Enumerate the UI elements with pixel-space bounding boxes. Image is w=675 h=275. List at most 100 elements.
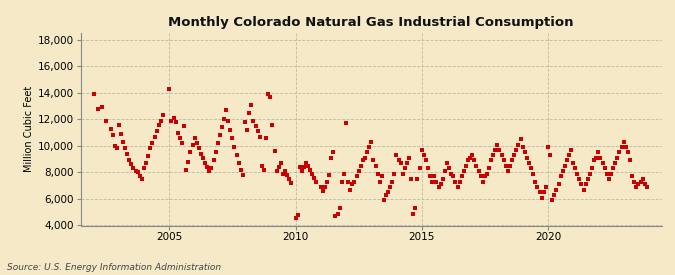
Point [309, 175, 320, 180]
Point [387, 180, 398, 184]
Point [433, 185, 444, 189]
Point [236, 167, 246, 172]
Point [68, 82, 78, 87]
Point [589, 158, 599, 163]
Point [404, 156, 414, 160]
Point [414, 166, 425, 170]
Point [389, 172, 400, 176]
Point [242, 128, 252, 132]
Point [599, 166, 610, 170]
Point [418, 153, 429, 157]
Point [526, 166, 537, 170]
Point [113, 122, 124, 127]
Point [208, 158, 219, 163]
Point [608, 166, 618, 170]
Point [566, 148, 576, 152]
Point [194, 146, 205, 151]
Point [486, 158, 497, 163]
Point [635, 180, 646, 184]
Point [492, 142, 503, 147]
Point [381, 193, 392, 197]
Point [603, 177, 614, 181]
Point [560, 164, 570, 168]
Text: Source: U.S. Energy Information Administration: Source: U.S. Energy Information Administ… [7, 263, 221, 272]
Point [505, 164, 516, 168]
Point [465, 156, 476, 160]
Point [126, 162, 137, 167]
Point [292, 213, 303, 217]
Point [583, 177, 593, 181]
Point [284, 177, 294, 181]
Point [439, 169, 450, 173]
Point [368, 158, 379, 163]
Point [191, 141, 202, 145]
Point [564, 153, 574, 157]
Point [383, 190, 394, 194]
Point [279, 169, 290, 173]
Point [259, 167, 269, 172]
Point [536, 196, 547, 200]
Point [479, 174, 490, 178]
Point [206, 166, 217, 170]
Point [622, 150, 633, 155]
Point [374, 180, 385, 184]
Point [496, 153, 507, 157]
Point [366, 140, 377, 144]
Point [315, 185, 326, 189]
Point [172, 130, 183, 135]
Point [398, 172, 408, 176]
Point [92, 106, 103, 111]
Point [443, 166, 454, 170]
Point [595, 156, 606, 160]
Point [351, 174, 362, 178]
Point [528, 172, 539, 176]
Point [551, 188, 562, 192]
Point [198, 156, 209, 160]
Point [200, 161, 211, 165]
Point [452, 185, 463, 189]
Point [305, 167, 316, 172]
Point [429, 174, 439, 178]
Point [269, 149, 280, 153]
Point [234, 161, 244, 165]
Point [88, 92, 99, 96]
Point [334, 206, 345, 210]
Point [248, 119, 259, 123]
Point [572, 172, 583, 176]
Point [511, 148, 522, 152]
Point [639, 182, 650, 186]
Point [458, 169, 469, 173]
Point [446, 172, 457, 176]
Point [326, 156, 337, 160]
Point [515, 137, 526, 141]
Point [244, 111, 254, 115]
Point [179, 124, 190, 128]
Point [250, 124, 261, 128]
Point [555, 174, 566, 178]
Point [320, 185, 331, 189]
Point [410, 206, 421, 210]
Point [311, 180, 322, 184]
Point [503, 169, 514, 173]
Point [427, 180, 437, 184]
Point [322, 180, 333, 184]
Point [530, 180, 541, 184]
Point [202, 165, 213, 169]
Point [614, 150, 625, 155]
Point [568, 161, 578, 165]
Point [317, 189, 328, 193]
Point [605, 172, 616, 176]
Point [620, 145, 631, 149]
Point [252, 129, 263, 133]
Point [509, 153, 520, 157]
Point [232, 153, 242, 157]
Point [132, 170, 143, 175]
Point [391, 153, 402, 157]
Point [343, 180, 354, 184]
Point [298, 165, 309, 169]
Point [450, 180, 461, 184]
Point [500, 164, 511, 168]
Point [437, 177, 448, 181]
Point [196, 152, 207, 156]
Point [393, 158, 404, 163]
